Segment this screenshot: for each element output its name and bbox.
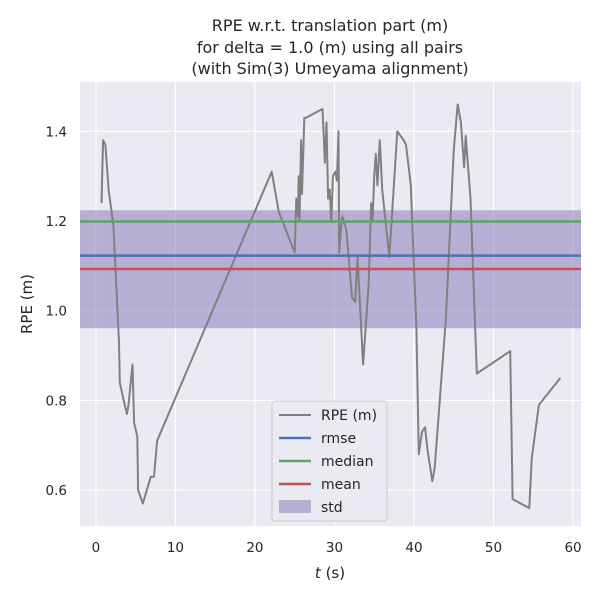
series-layer	[80, 103, 581, 510]
legend-label-rmse: rmse	[321, 431, 356, 447]
y-tick-label: 0.6	[46, 483, 67, 499]
y-tick-label: 1.0	[46, 304, 67, 320]
y-tick-label: 1.4	[46, 124, 67, 140]
y-axis-label: RPE (m)	[18, 274, 36, 334]
legend-label-median: median	[321, 454, 373, 470]
legend-box	[271, 400, 388, 522]
rpe-series-line	[100, 103, 562, 510]
legend: RPE (m) rmse median mean std	[271, 400, 388, 522]
y-tick-label: 0.8	[46, 393, 67, 409]
chart-title-line-3: (with Sim(3) Umeyama alignment)	[191, 59, 468, 78]
tick-labels: 0 10 20 30 40 50 60 0.6 0.8 1.0 1.2 1.4	[46, 124, 582, 556]
legend-swatch-std	[279, 500, 311, 513]
x-tick-label: 20	[246, 540, 263, 556]
x-tick-label: 40	[405, 540, 422, 556]
chart-title-line-1: RPE w.r.t. translation part (m)	[212, 16, 448, 35]
y-tick-label: 1.2	[46, 214, 67, 230]
x-tick-label: 60	[564, 540, 581, 556]
x-tick-label: 10	[167, 540, 184, 556]
chart-title-line-2: for delta = 1.0 (m) using all pairs	[197, 38, 463, 57]
x-axis-label: t (s)	[315, 564, 345, 582]
x-tick-label: 0	[92, 540, 101, 556]
x-tick-label: 30	[326, 540, 343, 556]
legend-label-mean: mean	[321, 477, 361, 493]
legend-label-std: std	[321, 500, 343, 516]
x-tick-label: 50	[485, 540, 502, 556]
legend-label-rpe: RPE (m)	[321, 408, 377, 424]
